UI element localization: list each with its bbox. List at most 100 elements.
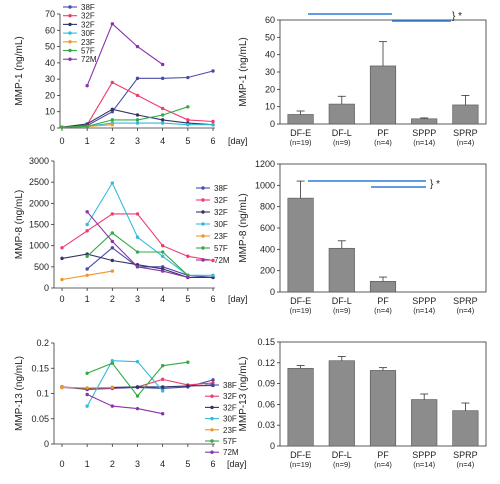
legend-label: 57F [223,437,237,446]
n-label: (n=4) [457,306,475,315]
data-point [160,385,165,389]
data-point [135,359,140,364]
data-point [110,258,115,263]
legend-label: 57F [81,47,95,56]
category-label: PF [377,450,389,460]
data-point [211,69,215,73]
x-tick-label: 2 [110,136,115,146]
data-point [186,118,190,122]
x-tick-label: 3 [135,459,140,469]
data-point [110,239,115,244]
n-label: (n=19) [290,138,312,147]
data-point [110,404,115,408]
legend-label: 30F [223,415,237,424]
data-point [110,110,115,114]
legend-marker [201,222,205,226]
x-tick-label: 5 [185,294,190,304]
data-point [160,106,165,111]
legend-marker [201,234,205,238]
x-tick-label: 5 [185,459,190,469]
data-point [135,235,140,239]
y-axis-label: MMP-8 (ng/mL) [238,193,249,262]
legend-marker [201,210,205,214]
legend-marker [68,57,72,61]
legend-marker [68,40,72,44]
data-point [186,123,190,127]
bar [287,368,314,447]
y-axis-label: MMP-13 (ng/mL) [238,356,249,431]
y-tick-label: 0.03 [257,420,275,430]
legend-label: 57F [214,244,228,253]
data-point [110,231,115,235]
y-tick-label: 0.2 [36,338,49,348]
category-label: SPRP [453,450,478,460]
n-label: (n=9) [333,138,351,147]
y-axis-label: MMP-13 (ng/mL) [14,356,25,431]
y-tick-label: 0 [270,119,275,129]
x-axis-label: [day] [228,294,248,304]
legend-label: 32F [214,208,228,217]
y-tick-label: 3000 [29,156,49,166]
y-axis-label: MMP-1 (ng/mL) [14,36,25,105]
legend-marker [68,22,72,27]
legend-label: 38F [81,3,95,12]
x-tick-label: 1 [85,136,90,146]
y-tick-label: 0.05 [31,414,49,424]
legend-label: 38F [214,184,228,193]
data-point [160,113,165,117]
data-point [85,254,89,258]
y-axis-label: MMP-1 (ng/mL) [238,37,249,106]
y-tick-label: 50 [45,42,55,52]
y-axis-label: MMP-8 (ng/mL) [14,190,25,259]
data-point [135,76,140,81]
legend-marker [201,246,205,250]
data-point [85,386,89,390]
x-tick-label: 6 [210,459,215,469]
bar [369,370,397,447]
data-point [85,229,89,233]
legend-label: 32F [223,403,237,412]
data-point [110,118,115,122]
x-tick-label: 4 [160,136,165,146]
y-tick-label: 60 [265,15,275,25]
x-tick-label: 3 [135,136,140,146]
data-point [110,22,115,26]
y-tick-label: 0.15 [31,363,49,373]
legend-label: 23F [214,232,228,241]
legend-marker [201,186,205,190]
n-label: (n=4) [374,460,392,469]
bar [452,104,479,125]
data-point [85,124,89,129]
y-tick-label: 500 [34,262,49,272]
category-label: SPRP [453,296,478,306]
category-label: PF [377,296,389,306]
category-label: SPPP [412,450,436,460]
y-tick-label: 600 [260,223,275,233]
bar [411,399,438,447]
bar [328,103,355,125]
data-point [211,273,215,277]
data-point [160,76,165,81]
series-line [86,181,213,276]
series-line [86,232,189,276]
y-tick-label: 0 [270,287,275,297]
category-label: DF-E [290,128,311,138]
y-tick-label: 0 [44,283,49,293]
y-tick-label: 1200 [255,159,275,169]
data-point [85,371,89,375]
n-label: (n=14) [413,460,435,469]
legend-marker [68,48,72,53]
data-point [110,80,115,85]
data-point [85,267,89,271]
data-point [110,212,115,216]
y-tick-label: 20 [265,84,275,94]
data-point [160,389,165,393]
data-point [160,243,165,248]
y-tick-label: 400 [260,244,275,254]
data-point [110,269,115,273]
legend-marker [210,428,214,432]
